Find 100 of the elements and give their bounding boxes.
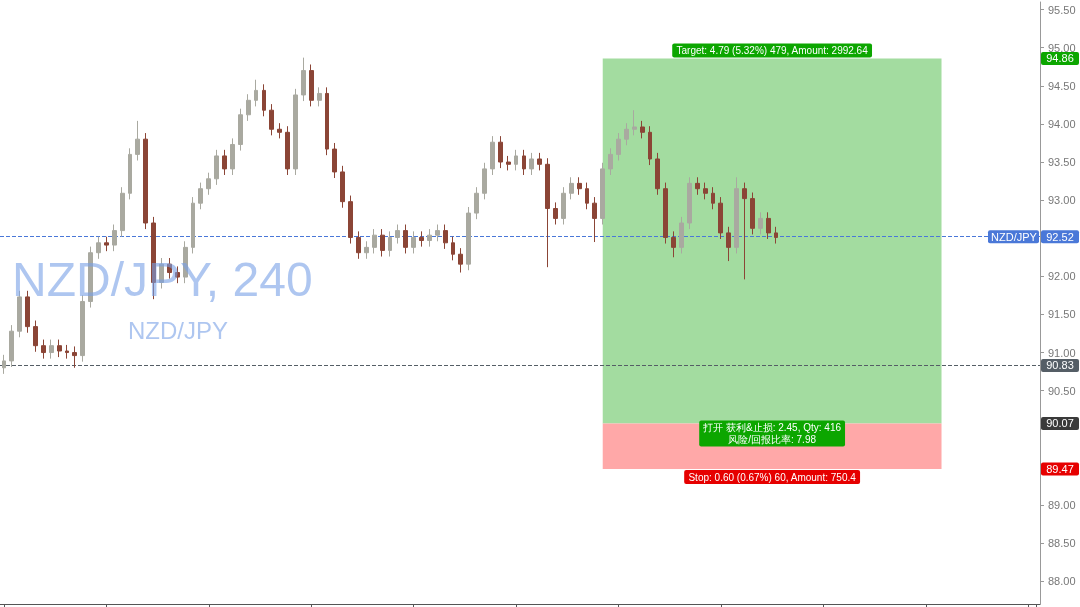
candlestick	[600, 162, 605, 226]
candlestick	[419, 230, 424, 248]
candlestick	[262, 83, 266, 117]
candlestick	[143, 132, 148, 230]
annotation: 94.86	[1046, 52, 1074, 65]
candlestick	[529, 152, 534, 176]
candlestick	[514, 149, 518, 171]
candlestick	[537, 152, 542, 171]
candlestick	[726, 226, 731, 262]
candlestick	[9, 324, 14, 368]
candlestick	[254, 79, 258, 107]
candlestick	[285, 125, 290, 176]
candlestick	[57, 339, 62, 358]
candlestick	[135, 120, 140, 161]
candlestick	[388, 230, 392, 258]
candlestick	[364, 240, 369, 260]
candlestick	[451, 236, 455, 261]
candlestick	[545, 157, 550, 268]
candlestick	[301, 57, 306, 102]
candlestick	[734, 176, 739, 254]
candlestick	[380, 228, 385, 258]
candlestick	[506, 155, 511, 171]
candlestick	[348, 195, 353, 245]
candlestick	[577, 176, 582, 196]
candlestick	[443, 224, 448, 250]
annotation: 风险/回报比率: 7.98	[728, 433, 817, 445]
candlestick	[561, 186, 566, 226]
y-tick-label: 89.00	[1048, 498, 1076, 511]
candlestick	[466, 206, 471, 271]
y-tick-label: 92.00	[1048, 270, 1076, 283]
candlestick	[112, 224, 117, 252]
y-tick-label: 88.50	[1048, 537, 1076, 550]
y-tick-label: 95.00	[1048, 41, 1076, 54]
candlestick	[435, 224, 440, 242]
annotation: NZD/JPY	[128, 316, 229, 344]
candlestick	[703, 182, 708, 200]
candlestick	[120, 186, 125, 238]
candlestick	[191, 196, 195, 254]
annotation: 90.83	[1046, 359, 1074, 372]
candlestick	[766, 211, 771, 240]
candlestick	[340, 165, 345, 209]
candlestick	[214, 149, 219, 186]
y-tick-label: 88.00	[1048, 575, 1076, 588]
ref-line-label: NZD/JPY	[991, 230, 1038, 243]
band-label: Stop: 0.60 (0.67%) 60, Amount: 750.4	[688, 471, 857, 483]
candlestick	[222, 149, 227, 176]
band-label: Target: 4.79 (5.32%) 479, Amount: 2992.64	[676, 44, 869, 56]
candlestick	[616, 132, 621, 161]
candlestick	[317, 86, 322, 107]
candlestick	[679, 216, 684, 254]
candlestick	[640, 120, 645, 139]
candlestick	[372, 228, 377, 254]
annotation: 90.07	[1046, 417, 1074, 430]
y-tick-label: 94.50	[1048, 79, 1076, 92]
candlestick	[490, 135, 495, 176]
candlestick	[269, 103, 274, 136]
candlestick	[774, 226, 778, 245]
candlestick	[750, 192, 755, 235]
annotation: 89.47	[1046, 463, 1074, 476]
y-tick-label: 94.00	[1048, 117, 1076, 130]
candlestick	[498, 135, 503, 169]
candlestick	[309, 63, 314, 107]
candlestick	[522, 149, 526, 176]
candlestick	[742, 182, 747, 280]
candlestick	[474, 186, 479, 220]
candlestick	[758, 211, 763, 235]
annotation: 92.52	[1046, 230, 1074, 243]
candlestick	[711, 186, 715, 210]
candlestick	[325, 86, 329, 156]
candlestick	[482, 162, 487, 200]
candlestick	[230, 137, 235, 176]
candlestick	[49, 339, 54, 360]
candlestick	[277, 122, 282, 139]
candlestick	[41, 339, 46, 360]
candlestick	[671, 230, 676, 258]
candlestick	[663, 182, 668, 245]
candlestick	[411, 230, 416, 254]
candlestick	[128, 147, 132, 200]
candlestick	[624, 122, 629, 146]
candlestick	[608, 147, 613, 176]
candlestick	[687, 176, 692, 230]
candlestick	[695, 176, 700, 196]
candlestick	[458, 247, 463, 274]
candlestick	[65, 344, 69, 360]
candlestick	[246, 93, 251, 122]
candlestick	[403, 224, 408, 254]
candlestick	[238, 108, 243, 152]
y-tick-label: 93.50	[1048, 156, 1076, 169]
candlestick	[332, 142, 337, 179]
annotation: 打开 获利&止损: 2.45, Qty: 416	[702, 421, 842, 433]
candlestick	[104, 236, 109, 252]
candlestick	[293, 88, 298, 176]
candlestick	[198, 182, 203, 210]
candlestick	[553, 201, 558, 226]
candlestick	[72, 345, 77, 369]
candlestick	[632, 109, 637, 136]
candlestick	[395, 224, 400, 245]
y-tick-label: 91.00	[1048, 346, 1076, 359]
y-tick-label: 93.00	[1048, 194, 1076, 207]
candlestick	[655, 152, 660, 196]
